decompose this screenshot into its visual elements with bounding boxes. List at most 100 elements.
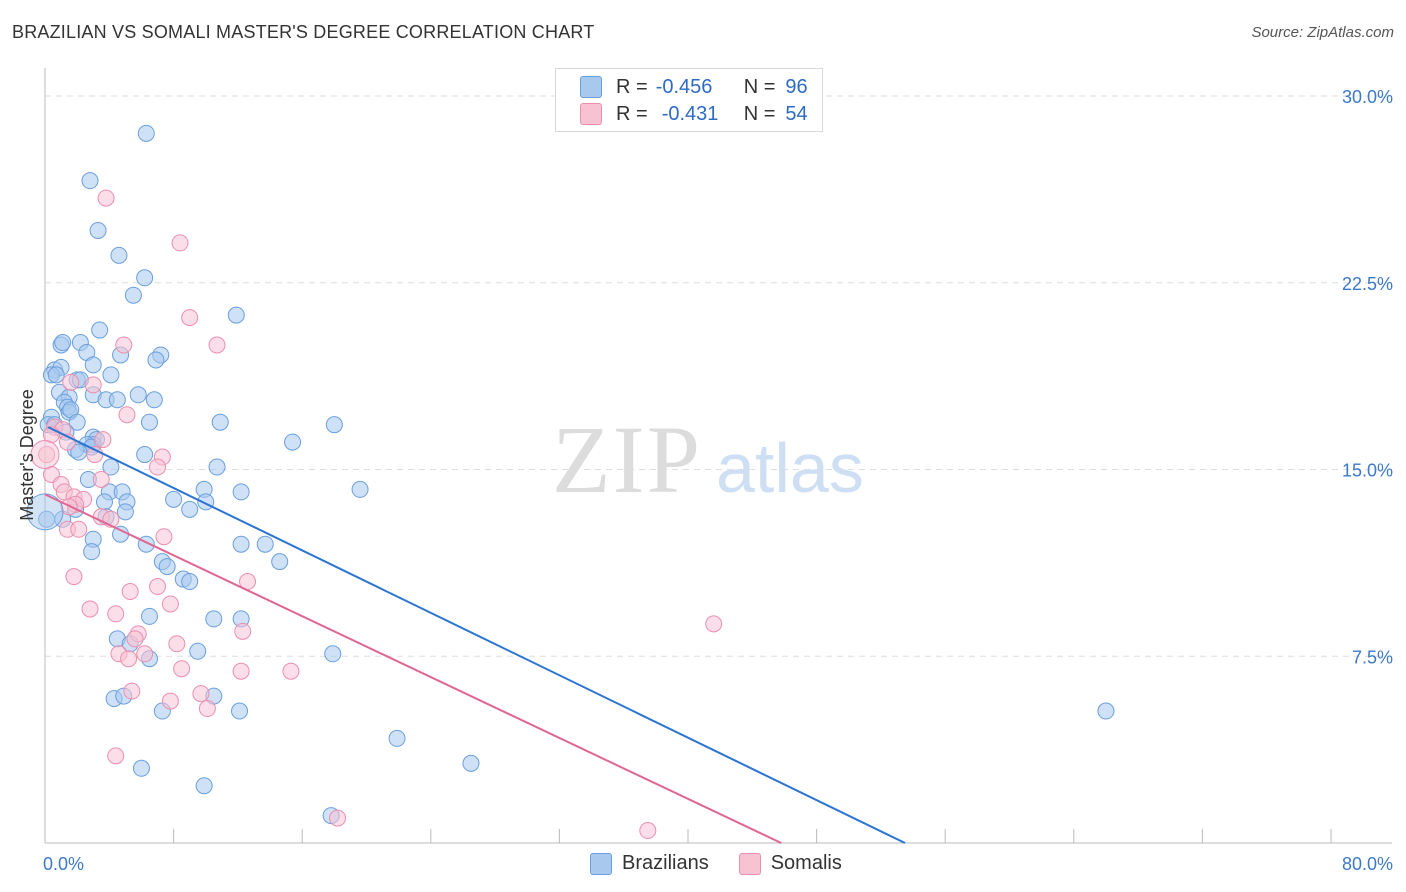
source-label: Source: ZipAtlas.com (1251, 24, 1394, 41)
point-brazilian (388, 729, 406, 747)
legend-row-somalis: R = -0.431 N = 54 (580, 102, 808, 126)
point-brazilian (95, 493, 113, 511)
point-somali (161, 692, 179, 710)
point-brazilian (462, 754, 480, 772)
point-somali (65, 568, 83, 586)
legend-box: R = -0.456 N = 96 R = -0.431 N = 54 (555, 68, 823, 132)
point-somali (168, 635, 186, 653)
point-brazilian (325, 416, 343, 434)
point-brazilian (102, 458, 120, 476)
x-tick-label: 0.0% (43, 854, 84, 874)
point-brazilian (211, 413, 229, 431)
point-somali (97, 189, 115, 207)
point-brazilian (208, 458, 226, 476)
trend-lines (44, 426, 906, 844)
point-brazilian (132, 759, 150, 777)
y-tick-label: 15.0% (1342, 461, 1393, 481)
point-somali (181, 309, 199, 327)
axis-labels: 7.5% 15.0% 22.5% 30.0% 0.0% 80.0% (43, 87, 1393, 874)
point-somali (94, 431, 112, 449)
point-somali (173, 660, 191, 678)
point-brazilian (227, 306, 245, 324)
point-brazilian (137, 124, 155, 142)
point-somali (208, 336, 226, 354)
point-brazilian (181, 573, 199, 591)
point-brazilian (232, 535, 250, 553)
point-brazilian (124, 286, 142, 304)
point-somali (198, 700, 216, 718)
point-brazilian (181, 500, 199, 518)
point-brazilian (284, 433, 302, 451)
point-brazilian (147, 351, 165, 369)
point-brazilian (205, 610, 223, 628)
point-somali (120, 650, 138, 668)
point-somali (30, 440, 60, 470)
point-somali (121, 583, 139, 601)
point-brazilian (110, 246, 128, 264)
legend-n-label: N = (743, 75, 776, 98)
point-brazilian (232, 483, 250, 501)
point-somali (639, 822, 657, 840)
point-brazilian (140, 607, 158, 625)
point-somali (62, 373, 80, 391)
bottom-legend-swatch-brazilians (590, 852, 612, 875)
y-tick-label: 7.5% (1352, 647, 1393, 667)
legend-n-value: 96 (785, 75, 808, 98)
point-brazilian (195, 777, 213, 795)
x-tick-label: 80.0% (1342, 854, 1393, 874)
point-brazilian (231, 702, 249, 720)
point-somali (126, 630, 144, 648)
point-somali (155, 528, 173, 546)
point-brazilian (54, 334, 72, 352)
point-somali (115, 336, 133, 354)
point-brazilian (26, 493, 64, 531)
trend-line-somalis (44, 493, 782, 844)
point-brazilian (47, 366, 65, 384)
point-brazilian (1097, 702, 1115, 720)
legend-r-label: R = (616, 102, 648, 125)
point-somali (107, 605, 125, 623)
point-brazilian (158, 558, 176, 576)
point-brazilian (189, 642, 207, 660)
bottom-legend-label-somalis: Somalis (770, 852, 842, 874)
point-brazilian (91, 321, 109, 339)
point-somali (329, 809, 347, 827)
point-brazilian (129, 386, 147, 404)
point-somali (282, 662, 300, 680)
point-brazilian (145, 391, 163, 409)
point-brazilian (271, 553, 289, 571)
point-brazilian (89, 221, 107, 239)
watermark-atlas: atlas (716, 429, 864, 507)
legend-r-value: -0.456 (655, 75, 713, 98)
trend-line-brazilians (47, 426, 906, 844)
grid-lines (45, 95, 1392, 657)
point-brazilian (108, 391, 126, 409)
point-brazilian (83, 543, 101, 561)
point-brazilian (136, 269, 154, 287)
point-somali (149, 578, 167, 596)
data-points (26, 124, 1115, 840)
y-axis-label: Master's Degree (17, 389, 37, 520)
point-brazilian (140, 413, 158, 431)
watermark-zip: ZIP (552, 406, 702, 513)
point-somali (171, 234, 189, 252)
point-brazilian (136, 446, 154, 464)
y-tick-label: 22.5% (1342, 274, 1393, 294)
point-somali (118, 406, 136, 424)
point-brazilian (116, 503, 134, 521)
point-brazilian (112, 525, 130, 543)
point-brazilian (165, 490, 183, 508)
point-somali (70, 520, 88, 538)
y-tick-label: 30.0% (1342, 87, 1393, 107)
legend-row-brazilians: R = -0.456 N = 96 (580, 75, 808, 99)
legend-r-value: -0.431 (661, 102, 719, 125)
bottom-legend-brazilians: Brazilians (590, 852, 709, 875)
point-brazilian (324, 645, 342, 663)
point-somali (192, 685, 210, 703)
legend-n-label: N = (743, 102, 776, 125)
legend-r-label: R = (616, 75, 648, 98)
point-somali (234, 622, 252, 640)
legend-n-value: 54 (785, 102, 808, 125)
point-somali (81, 600, 99, 618)
